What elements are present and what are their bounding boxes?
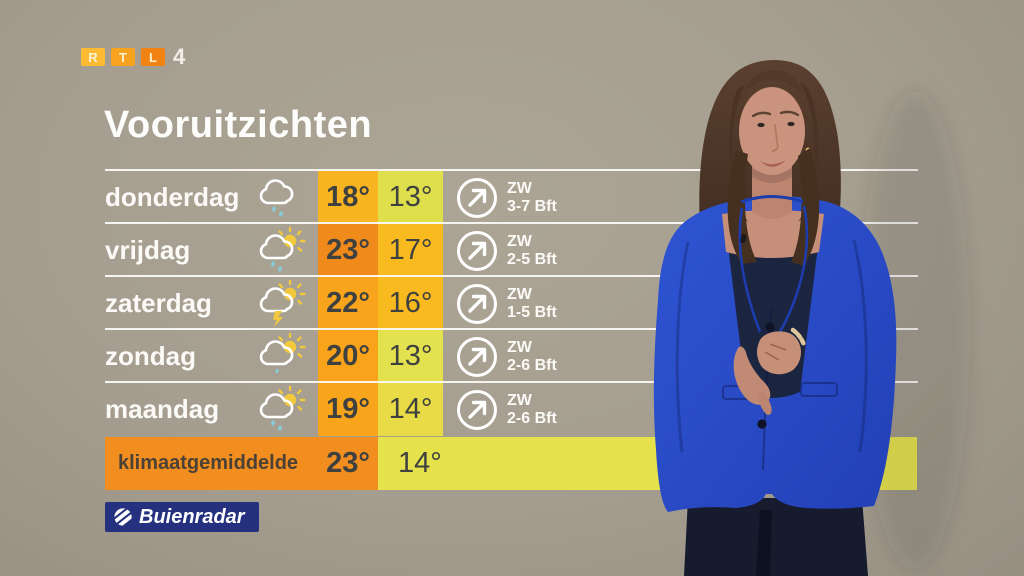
wind-force: 2-6 Bft (507, 409, 557, 427)
channel-number: 4 (173, 44, 186, 69)
forecast-row: maandag 19° 14° ZW 2-6 Bft (0, 383, 1024, 436)
rtl-letter-box: T (111, 48, 135, 66)
row-separator (105, 328, 918, 330)
wind-direction: ZW (507, 391, 532, 409)
weather-rain-icon (244, 171, 314, 224)
wind-direction-arrow-icon (455, 229, 499, 273)
row-separator (105, 222, 918, 224)
min-temp: 17° (378, 224, 443, 277)
max-temp: 22° (318, 277, 378, 330)
wind-direction: ZW (507, 338, 532, 356)
buienradar-logo-text: Buienradar (139, 505, 245, 528)
day-label: donderdag (105, 182, 240, 212)
row-separator (105, 275, 918, 277)
wind-direction-arrow-icon (455, 282, 499, 326)
wind-force: 3-7 Bft (507, 197, 557, 215)
wind-direction-arrow-icon (455, 176, 499, 220)
day-label: zondag (105, 341, 196, 371)
weather-sun-drizzle-icon (244, 330, 314, 383)
row-separator (105, 169, 918, 171)
wind-force: 2-6 Bft (507, 356, 557, 374)
min-temp: 16° (378, 277, 443, 330)
wind-info: ZW 3-7 Bft (507, 171, 557, 224)
climate-average-row: klimaatgemiddelde 23° 14° (0, 437, 1024, 490)
page-title: Vooruitzichten (104, 104, 373, 146)
wind-direction-arrow-icon (455, 335, 499, 379)
eye (787, 121, 795, 127)
earring (735, 150, 741, 156)
max-temp: 20° (318, 330, 378, 383)
climate-label: klimaatgemiddelde (118, 452, 299, 474)
channel-logo: R T L 4 (81, 44, 185, 70)
presenter-pants (684, 498, 868, 576)
rtl-letter-box: L (141, 48, 165, 66)
day-label: maandag (105, 394, 220, 424)
max-temp: 19° (318, 383, 378, 436)
eyebrow (751, 111, 772, 118)
wind-direction-arrow-icon (455, 388, 499, 432)
forecast-row: zondag 20° 13° ZW 2-6 Bft (0, 330, 1024, 383)
rtl-letter-box: R (81, 48, 105, 66)
eyebrow (779, 110, 800, 117)
climate-min-temp: 14° (398, 447, 442, 479)
hair-fringe (741, 70, 804, 97)
row-separator (105, 381, 918, 383)
climate-high-band: klimaatgemiddelde (105, 437, 378, 490)
weather-sun-rain-icon (244, 383, 314, 436)
max-temp: 23° (318, 224, 378, 277)
forecast-row: donderdag 18° 13° ZW 3-7 Bft (0, 171, 1024, 224)
day-label: vrijdag (105, 235, 191, 265)
eye (757, 122, 765, 128)
wind-direction: ZW (507, 179, 532, 197)
wind-direction: ZW (507, 232, 532, 250)
min-temp: 14° (378, 383, 443, 436)
forecast-row: zaterdag 22° 16° ZW 1-5 Bft (0, 277, 1024, 330)
wind-force: 1-5 Bft (507, 303, 557, 321)
nose (771, 124, 779, 152)
day-label: zaterdag (105, 288, 212, 318)
forecast-row: vrijdag 23° 17° ZW 2-5 Bft (0, 224, 1024, 277)
weather-sun-storm-icon (244, 277, 314, 330)
wind-info: ZW 2-6 Bft (507, 330, 557, 383)
wind-info: ZW 1-5 Bft (507, 277, 557, 330)
buienradar-logo: Buienradar (105, 502, 259, 532)
wind-info: ZW 2-6 Bft (507, 383, 557, 436)
pants-gap (756, 510, 772, 576)
earring (805, 147, 811, 153)
min-temp: 13° (378, 330, 443, 383)
min-temp: 13° (378, 171, 443, 224)
wind-info: ZW 2-5 Bft (507, 224, 557, 277)
weather-sun-rain-icon (244, 224, 314, 277)
climate-max-temp: 23° (326, 447, 370, 479)
max-temp: 18° (318, 171, 378, 224)
climate-low-band (378, 437, 917, 490)
lips (760, 160, 786, 167)
wind-force: 2-5 Bft (507, 250, 557, 268)
wind-direction: ZW (507, 285, 532, 303)
presenter-face (739, 87, 805, 175)
buienradar-ball-icon (113, 507, 133, 527)
